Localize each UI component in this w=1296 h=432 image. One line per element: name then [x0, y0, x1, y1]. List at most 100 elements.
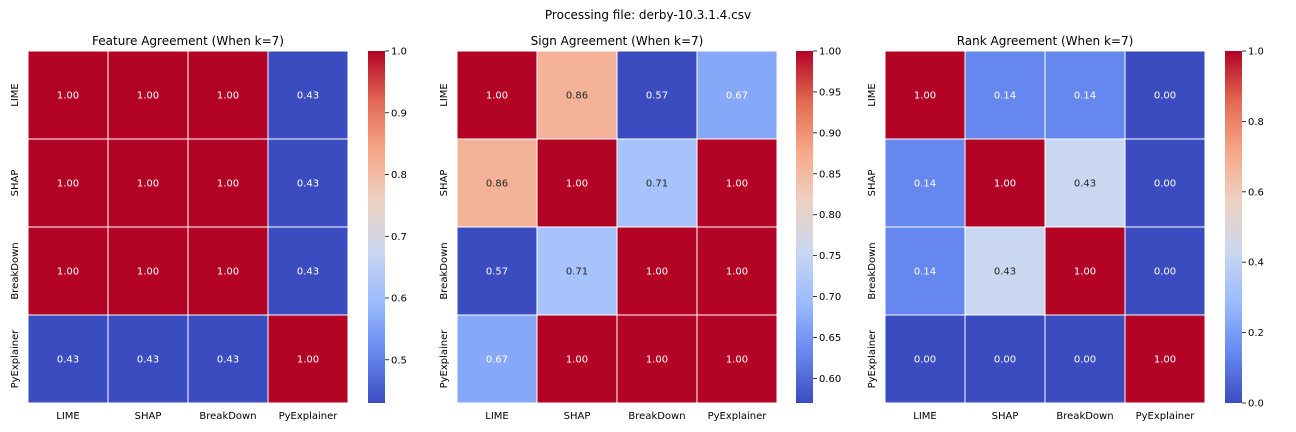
- y-tick-label: PyExplainer: [867, 329, 878, 389]
- colorbar-tick-label: 1.00: [819, 47, 841, 58]
- cell-value-label: 0.43: [1074, 179, 1096, 190]
- cell-value-label: 0.00: [914, 355, 936, 366]
- cell-value-label: 1.00: [646, 355, 668, 366]
- cell-value-label: 0.14: [1074, 91, 1096, 102]
- colorbar-tick-label: 0.4: [1248, 258, 1264, 269]
- colorbar-tick-label: 0.9: [391, 108, 407, 119]
- cell-value-label: 1.00: [217, 179, 239, 190]
- cell-value-label: 0.57: [646, 91, 668, 102]
- colorbar-tick-label: 0.7: [391, 232, 407, 243]
- heatmap-cell: [27, 314, 109, 404]
- x-tick-label: BreakDown: [628, 411, 685, 422]
- heatmap-cell: [1044, 226, 1126, 316]
- heatmap-cell: [27, 138, 109, 228]
- cell-value-label: 0.43: [137, 355, 159, 366]
- heatmap-cell: [456, 138, 538, 228]
- colorbar-tick-label: 0.6: [1248, 187, 1264, 198]
- colorbar-tick-label: 0.85: [819, 169, 841, 180]
- y-tick-label: BreakDown: [867, 242, 878, 299]
- colorbar-tick-label: 0.6: [391, 294, 407, 305]
- cell-value-label: 1.00: [914, 91, 936, 102]
- heatmap-cell: [187, 50, 269, 140]
- y-tick-label: SHAP: [867, 170, 878, 197]
- cell-value-label: 0.43: [297, 179, 319, 190]
- heatmap-cell: [964, 226, 1046, 316]
- heatmap-cell: [884, 314, 966, 404]
- cell-value-label: 0.67: [726, 91, 748, 102]
- heatmap-title: Rank Agreement (When k=7): [957, 34, 1134, 48]
- heatmap-cell: [536, 226, 618, 316]
- cell-value-label: 0.86: [486, 179, 508, 190]
- heatmap-cell: [267, 314, 349, 404]
- heatmap-cell: [696, 314, 778, 404]
- heatmap-cell: [1044, 314, 1126, 404]
- y-tick-label: BreakDown: [10, 242, 21, 299]
- heatmap-cell: [884, 226, 966, 316]
- y-tick-label: SHAP: [10, 170, 21, 197]
- cell-value-label: 1.00: [994, 179, 1016, 190]
- x-tick-label: PyExplainer: [279, 411, 339, 422]
- heatmap-cell: [1124, 226, 1206, 316]
- cell-value-label: 1.00: [57, 267, 79, 278]
- heatmap-cell: [267, 226, 349, 316]
- heatmap-cell: [884, 138, 966, 228]
- colorbar-tick-label: 0.8: [1248, 117, 1264, 128]
- heatmap-cell: [536, 314, 618, 404]
- colorbar-tick-label: 0.95: [819, 87, 841, 98]
- x-tick-label: SHAP: [992, 411, 1019, 422]
- cell-value-label: 0.43: [297, 267, 319, 278]
- cell-value-label: 1.00: [726, 179, 748, 190]
- heatmap-cell: [1124, 314, 1206, 404]
- y-tick-label: LIME: [439, 83, 450, 106]
- heatmap-cell: [616, 138, 698, 228]
- heatmap-cell: [616, 314, 698, 404]
- heatmap-cell: [696, 50, 778, 140]
- cell-value-label: 1.00: [137, 91, 159, 102]
- heatmap-panel-3: Rank Agreement (When k=7) 1.00 0.14 0.14 0.0…: [867, 34, 1264, 422]
- cell-value-label: 0.00: [1154, 179, 1176, 190]
- heatmap-cell: [1044, 50, 1126, 140]
- cell-value-label: 1.00: [566, 355, 588, 366]
- cell-value-label: 0.71: [566, 267, 588, 278]
- cell-value-label: 1.00: [566, 179, 588, 190]
- y-tick-label: LIME: [10, 83, 21, 106]
- cell-value-label: 0.86: [566, 91, 588, 102]
- cell-value-label: 1.00: [1074, 267, 1096, 278]
- heatmap-cell: [27, 50, 109, 140]
- cell-value-label: 1.00: [1154, 355, 1176, 366]
- cell-value-label: 1.00: [486, 91, 508, 102]
- x-tick-label: PyExplainer: [1136, 411, 1196, 422]
- cell-value-label: 1.00: [646, 267, 668, 278]
- cell-value-label: 0.43: [57, 355, 79, 366]
- cell-value-label: 0.14: [914, 179, 936, 190]
- heatmap-cell: [696, 138, 778, 228]
- cell-value-label: 1.00: [726, 267, 748, 278]
- colorbar-tick-label: 0.80: [819, 210, 841, 221]
- colorbar-tick-label: 0.8: [391, 170, 407, 181]
- cell-value-label: 0.00: [1154, 91, 1176, 102]
- heatmap-panel-2: Sign Agreement (When k=7) 1.00 0.86 0.57 0.6…: [439, 34, 841, 422]
- colorbar: [1225, 51, 1242, 403]
- cell-value-label: 1.00: [726, 355, 748, 366]
- x-tick-label: LIME: [485, 411, 508, 422]
- heatmap-panel-1: Feature Agreement (When k=7) 1.00 1.00 1.00…: [10, 34, 407, 422]
- y-tick-label: SHAP: [439, 170, 450, 197]
- x-tick-label: BreakDown: [1056, 411, 1113, 422]
- colorbar-tick-label: 0.70: [819, 292, 841, 303]
- x-tick-label: SHAP: [135, 411, 162, 422]
- heatmap-title: Feature Agreement (When k=7): [92, 34, 284, 48]
- colorbar-tick-label: 0.65: [819, 333, 841, 344]
- heatmap-cell: [884, 50, 966, 140]
- x-tick-label: PyExplainer: [708, 411, 768, 422]
- colorbar-tick-label: 1.0: [1248, 47, 1264, 58]
- colorbar-tick-label: 0.75: [819, 251, 841, 262]
- colorbar: [796, 51, 813, 403]
- cell-value-label: 1.00: [57, 91, 79, 102]
- cell-value-label: 1.00: [137, 267, 159, 278]
- y-tick-label: PyExplainer: [10, 329, 21, 389]
- heatmap-cell: [107, 226, 189, 316]
- cell-value-label: 0.14: [914, 267, 936, 278]
- heatmap-cell: [456, 314, 538, 404]
- heatmap-cell: [1044, 138, 1126, 228]
